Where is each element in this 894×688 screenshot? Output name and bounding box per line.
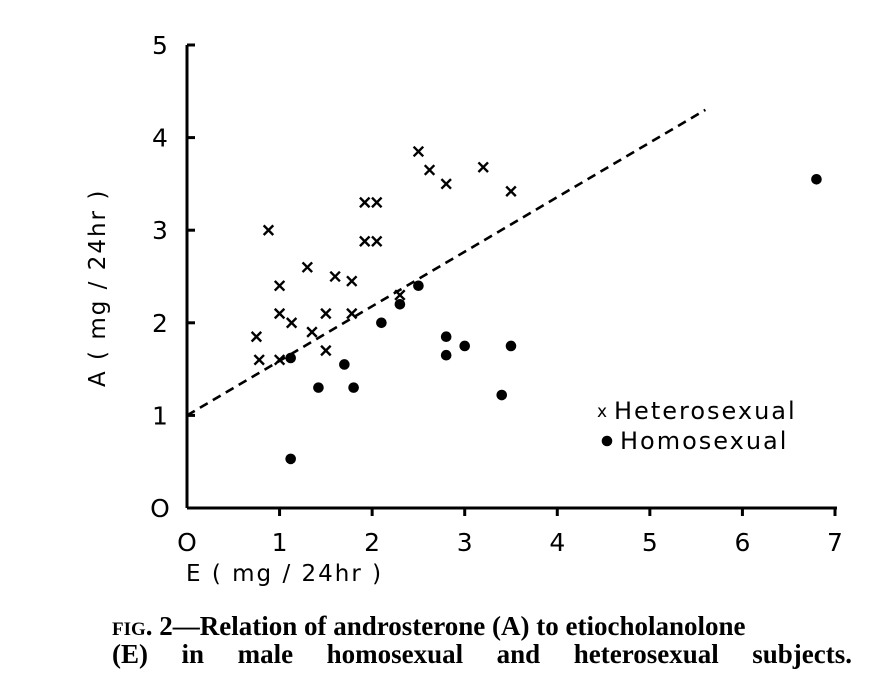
- legend-heterosexual-symbol: x: [597, 402, 607, 422]
- homosexual-point: [505, 340, 517, 352]
- heterosexual-point: [320, 307, 332, 320]
- data-points: [250, 145, 822, 465]
- heterosexual-point: [329, 270, 341, 283]
- legend-homosexual-symbol: [601, 435, 613, 447]
- heterosexual-point: [359, 196, 371, 209]
- homosexual-point: [440, 349, 452, 361]
- heterosexual-point: [262, 224, 275, 236]
- heterosexual-point: [346, 307, 358, 320]
- y-tick-label: 1: [152, 401, 168, 430]
- y-tick-label: 4: [152, 124, 168, 153]
- caption-line-1: fig. 2—Relation of androsterone (A) to e…: [112, 612, 852, 640]
- homosexual-point: [376, 317, 387, 329]
- heterosexual-point: [423, 164, 436, 176]
- x-tick-label: O: [177, 528, 197, 557]
- caption-line-2: (E) in male homosexual and heterosexual …: [112, 639, 852, 669]
- heterosexual-point: [273, 307, 286, 320]
- y-tick-label: 5: [152, 31, 168, 60]
- heterosexual-point: [394, 289, 406, 301]
- heterosexual-point: [477, 161, 489, 173]
- heterosexual-point: [371, 196, 383, 209]
- y-tick-label: O: [150, 494, 170, 523]
- heterosexual-point: [412, 145, 425, 158]
- x-axis-ticks: O 1 2 3 4 5 6 7: [177, 508, 843, 557]
- x-tick-label: 1: [272, 528, 288, 557]
- y-axis-ticks: O 1 2 3 4 5: [150, 31, 195, 523]
- scatter-chart: O 1 2 3 4 5 O 1 2 3 4 5 6 7 E ( mg / 24hr ) A ( mg /…: [85, 31, 843, 587]
- x-axis-label: E ( mg / 24hr ): [186, 561, 383, 587]
- legend-heterosexual-label: Heterosexual: [614, 397, 797, 425]
- legend-homosexual-label: Homosexual: [620, 427, 788, 455]
- homosexual-point: [348, 382, 359, 393]
- homosexual-point: [285, 352, 296, 364]
- homosexual-point: [285, 453, 296, 465]
- homosexual-point: [413, 280, 424, 292]
- heterosexual-point: [440, 178, 452, 190]
- heterosexual-point: [346, 275, 358, 287]
- heterosexual-point: [301, 261, 313, 273]
- homosexual-point: [313, 382, 324, 393]
- heterosexual-point: [320, 344, 332, 357]
- homosexual-point: [496, 389, 508, 401]
- legend: x Heterosexual Homosexual: [597, 397, 797, 455]
- figure-number: fig. 2: [112, 611, 173, 641]
- regression-line: [186, 108, 707, 417]
- homosexual-point: [811, 173, 822, 185]
- heterosexual-point: [253, 354, 265, 366]
- y-axis-label: A ( mg / 24hr ): [85, 189, 111, 387]
- x-tick-label: 4: [549, 528, 565, 557]
- heterosexual-point: [371, 235, 383, 247]
- y-tick-label: 3: [152, 216, 168, 245]
- x-tick-label: 7: [827, 528, 843, 557]
- x-tick-label: 2: [364, 528, 380, 557]
- caption-line-1-text: —Relation of androsterone (A) to etiocho…: [172, 611, 746, 641]
- homosexual-point: [339, 359, 350, 370]
- figure-caption: fig. 2—Relation of androsterone (A) to e…: [112, 612, 852, 668]
- homosexual-point: [440, 331, 452, 342]
- heterosexual-point: [306, 326, 318, 338]
- homosexual-point: [459, 340, 471, 352]
- heterosexual-point: [285, 317, 298, 329]
- heterosexual-point: [505, 185, 517, 197]
- x-tick-label: 5: [642, 528, 658, 557]
- homosexual-point: [394, 298, 406, 310]
- heterosexual-point: [250, 331, 263, 343]
- y-tick-label: 2: [152, 309, 168, 338]
- heterosexual-point: [273, 280, 286, 292]
- heterosexual-point: [359, 235, 371, 247]
- x-tick-label: 6: [734, 528, 750, 557]
- x-tick-label: 3: [457, 528, 473, 557]
- heterosexual-point: [273, 354, 286, 366]
